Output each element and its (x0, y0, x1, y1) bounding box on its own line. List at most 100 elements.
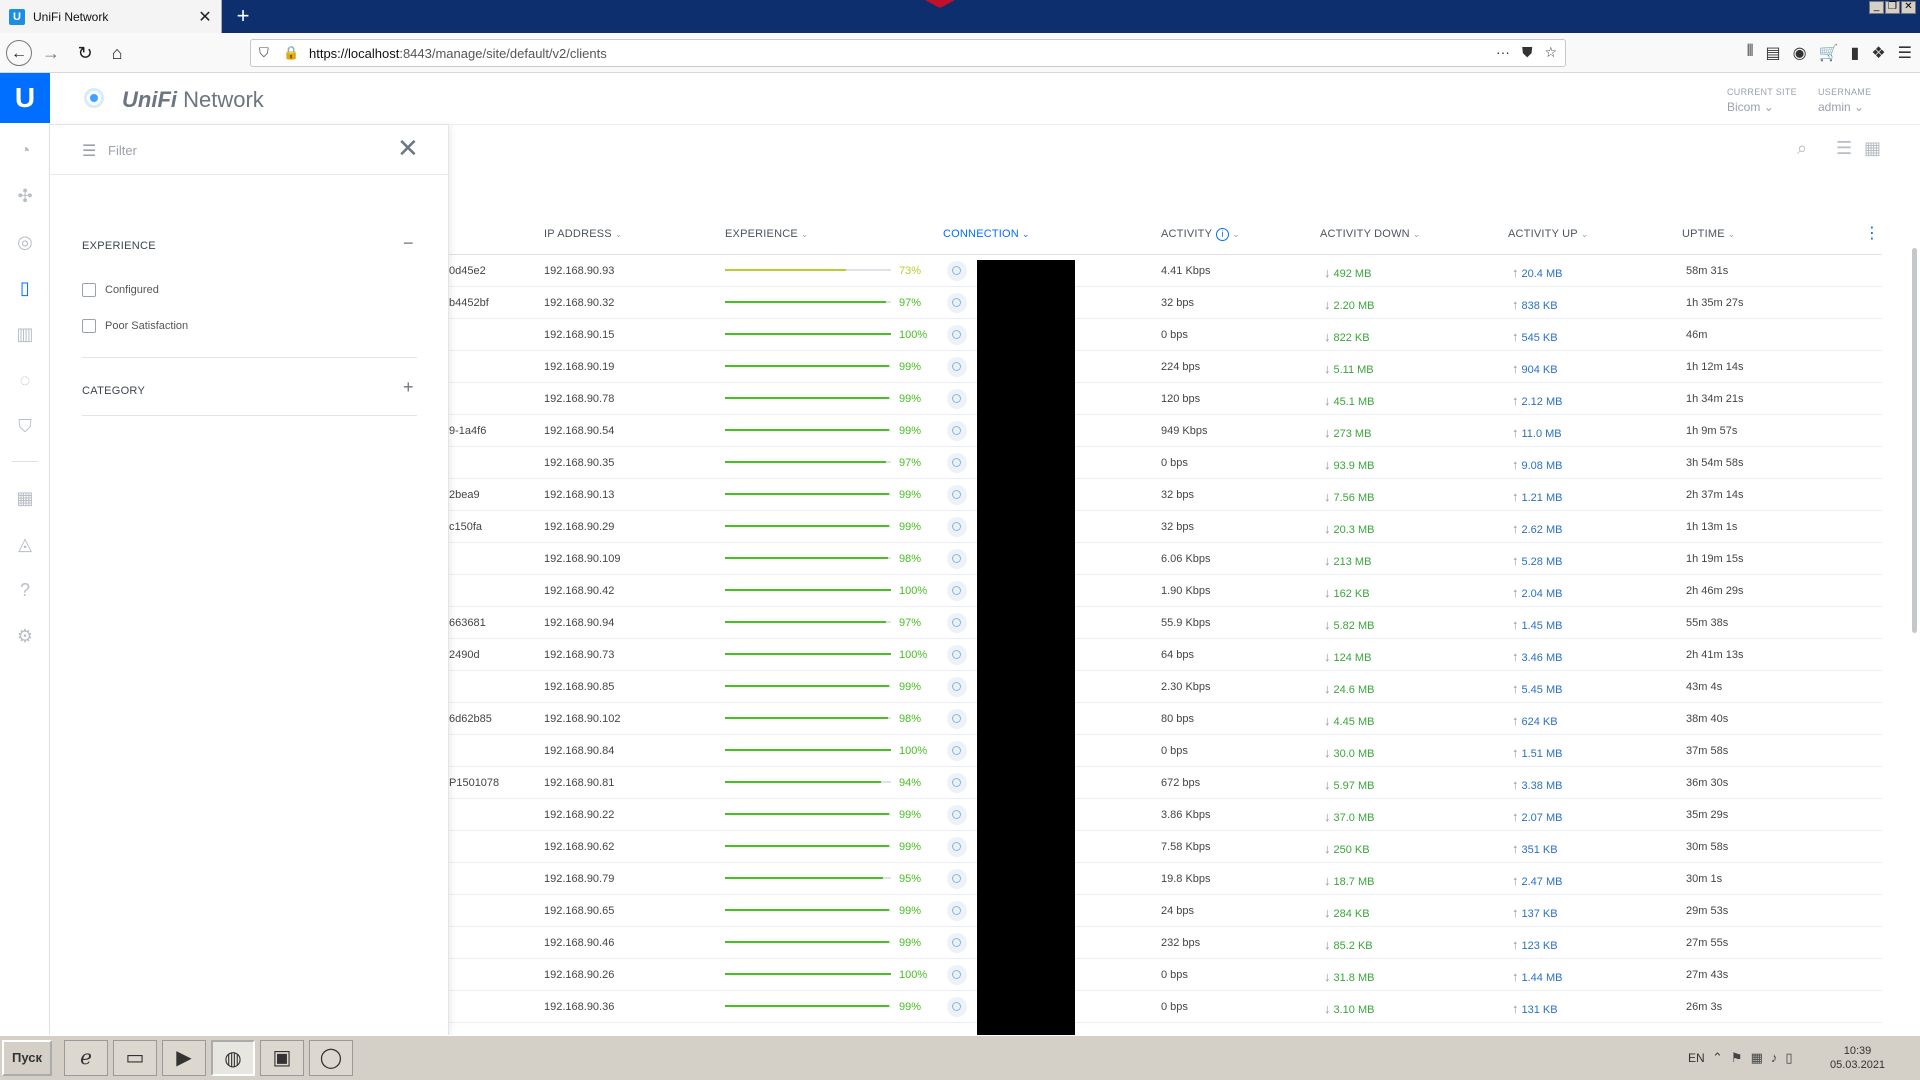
close-icon[interactable]: ✕ (397, 133, 419, 163)
checkbox-icon[interactable] (82, 283, 96, 297)
table-row[interactable]: 0d45e2 192.168.90.93 73% 4.41 Kbps ↓ 492 MB ↑ 2… (449, 255, 1882, 287)
battery-icon[interactable]: ▯ (1785, 1050, 1793, 1065)
ubiquiti-logo[interactable]: U (0, 73, 50, 123)
table-row[interactable]: c150fa 192.168.90.29 99% 32 bps ↓ 20.3 MB ↑ 2.6… (449, 511, 1882, 543)
table-row[interactable]: 192.168.90.22 99% 3.86 Kbps ↓ 37.0 MB ↑ 2.07 M… (449, 799, 1882, 831)
table-row[interactable]: 192.168.90.46 99% 232 bps ↓ 85.2 KB ↑ 123 KB 27… (449, 927, 1882, 959)
table-row[interactable]: 2490d 192.168.90.73 100% 64 bps ↓ 124 MB ↑ 3.46… (449, 639, 1882, 671)
file-explorer-icon[interactable]: ▭ (113, 1040, 157, 1076)
reload-button[interactable]: ↻ (77, 43, 93, 63)
bookmark-star-icon[interactable]: ☆ (1544, 44, 1557, 60)
page-actions-icon[interactable]: ··· (1495, 44, 1510, 60)
pocket-icon[interactable]: ⛊ (1521, 44, 1533, 60)
table-row[interactable]: 663681 192.168.90.94 97% 55.9 Kbps ↓ 5.82 MB ↑… (449, 607, 1882, 639)
devices-icon[interactable]: ◎ (17, 232, 33, 252)
clients-icon[interactable]: ▯ (20, 278, 30, 298)
volume-icon[interactable]: ♪ (1770, 1050, 1778, 1065)
minimize-window-button[interactable]: _ (1869, 1, 1884, 14)
table-row[interactable]: b4452bf 192.168.90.32 97% 32 bps ↓ 2.20 MB ↑ 83… (449, 287, 1882, 319)
remote-desktop-icon[interactable]: ▣ (260, 1040, 304, 1076)
shield-icon[interactable]: ⛉ (259, 45, 269, 60)
lock-icon[interactable]: 🔒 (283, 45, 300, 60)
firefox-icon[interactable]: ◍ (211, 1040, 255, 1076)
account-icon[interactable]: ◉ (1792, 45, 1807, 62)
statistics-icon[interactable]: ▥ (16, 324, 34, 344)
settings-gear-icon[interactable]: ⚙ (16, 626, 34, 646)
col-experience[interactable]: EXPERIENCE ⌄ (725, 228, 809, 240)
grid-view-icon[interactable]: ▦ (1864, 138, 1882, 158)
collapse-experience-icon[interactable]: − (403, 233, 414, 253)
cart-icon[interactable]: 🛒 (1818, 45, 1839, 62)
table-scrollbar[interactable] (1912, 248, 1917, 633)
start-button[interactable]: Пуск (2, 1040, 52, 1076)
sidebar-icon[interactable]: ▤ (1765, 45, 1781, 62)
current-site-selector[interactable]: CURRENT SITE Bicom ⌄ (1727, 87, 1797, 114)
forward-button[interactable]: → (42, 43, 60, 63)
table-row[interactable]: 192.168.90.35 97% 0 bps ↓ 93.9 MB ↑ 9.08 MB 3h … (449, 447, 1882, 479)
table-row[interactable]: 192.168.90.36 99% 0 bps ↓ 3.10 MB ↑ 131 KB 26m … (449, 991, 1882, 1023)
dashboard-icon[interactable]: ◔ (19, 140, 31, 160)
insights-icon[interactable]: ◌ (19, 370, 31, 390)
table-row[interactable]: 192.168.90.78 99% 120 bps ↓ 45.1 MB ↑ 2.12 MB 1… (449, 383, 1882, 415)
client-name[interactable]: P1501078 (449, 777, 500, 789)
client-name[interactable]: 663681 (449, 617, 486, 629)
browser-tab[interactable]: U UniFi Network ✕ (0, 0, 222, 33)
action-center-icon[interactable]: ⚑ (1730, 1050, 1743, 1065)
library-icon[interactable]: ⫴ (1746, 43, 1754, 60)
username-menu[interactable]: USERNAME admin ⌄ (1818, 87, 1871, 114)
new-tab-button[interactable]: + (236, 3, 250, 28)
close-window-button[interactable]: ✕ (1901, 1, 1916, 14)
client-name[interactable]: b4452bf (449, 297, 489, 309)
client-name[interactable]: 9-1a4f6 (449, 425, 487, 437)
table-row[interactable]: P1501078 192.168.90.81 94% 672 bps ↓ 5.97 MB ↑… (449, 767, 1882, 799)
table-row[interactable]: 192.168.90.42 100% 1.90 Kbps ↓ 162 KB ↑ 2.04 M… (449, 575, 1882, 607)
language-indicator[interactable]: EN (1688, 1051, 1705, 1065)
table-row[interactable]: 192.168.90.109 98% 6.06 Kbps ↓ 213 MB ↑ 5.28 M… (449, 543, 1882, 575)
search-icon[interactable]: ⌕ (1797, 138, 1808, 158)
info-icon[interactable]: i (1216, 228, 1230, 241)
address-bar[interactable]: ⛉ 🔒 https://localhost:8443/manage/site/d… (250, 39, 1566, 67)
experience-section-title[interactable]: EXPERIENCE (82, 240, 156, 252)
client-name[interactable]: 2bea9 (449, 489, 480, 501)
alerts-icon[interactable]: ◬ (18, 534, 32, 554)
table-row[interactable]: 9-1a4f6 192.168.90.54 99% 949 Kbps ↓ 273 MB ↑ 1… (449, 415, 1882, 447)
expand-category-icon[interactable]: + (403, 377, 414, 397)
home-button[interactable]: ⌂ (111, 43, 123, 63)
filter-input[interactable]: Filter (108, 143, 137, 158)
table-row[interactable]: 6d62b85 192.168.90.102 98% 80 bps ↓ 4.45 MB ↑ 6… (449, 703, 1882, 735)
menu-icon[interactable]: ☰ (1897, 45, 1912, 62)
category-section-title[interactable]: CATEGORY (82, 385, 146, 397)
tab-close-icon[interactable]: ✕ (198, 8, 212, 26)
col-activity-up[interactable]: ACTIVITY UP ⌄ (1508, 228, 1589, 240)
client-name[interactable]: 6d62b85 (449, 713, 492, 725)
clock[interactable]: 10:39 05.03.2021 (1830, 1044, 1885, 1072)
table-row[interactable]: 192.168.90.26 100% 0 bps ↓ 31.8 MB ↑ 1.44 MB 27… (449, 959, 1882, 991)
back-button[interactable]: ← (6, 40, 32, 66)
table-row[interactable]: 192.168.90.15 100% 0 bps ↓ 822 KB ↑ 545 KB 46m (449, 319, 1882, 351)
table-row[interactable]: 192.168.90.84 100% 0 bps ↓ 30.0 MB ↑ 1.51 MB 37… (449, 735, 1882, 767)
help-icon[interactable]: ? (19, 580, 30, 600)
network-icon[interactable]: ▦ (1750, 1050, 1763, 1065)
events-icon[interactable]: ▦ (16, 488, 34, 508)
url-text[interactable]: https://localhost:8443/manage/site/defau… (309, 46, 607, 61)
table-row[interactable]: 192.168.90.65 99% 24 bps ↓ 284 KB ↑ 137 KB 29m … (449, 895, 1882, 927)
col-connection[interactable]: CONNECTION ⌄ (943, 228, 1030, 240)
checkbox-icon[interactable] (82, 319, 96, 333)
col-activity-down[interactable]: ACTIVITY DOWN ⌄ (1320, 228, 1421, 240)
extensions-icon[interactable]: ❖ (1871, 45, 1886, 62)
col-activity[interactable]: ACTIVITY i ⌄ (1161, 228, 1240, 241)
client-name[interactable]: 0d45e2 (449, 265, 486, 277)
table-row[interactable]: 192.168.90.85 99% 2.30 Kbps ↓ 24.6 MB ↑ 5.45 M… (449, 671, 1882, 703)
threat-management-icon[interactable]: ⛉ (18, 416, 32, 436)
flag-icon[interactable]: ▮ (1850, 45, 1860, 62)
tray-expand-icon[interactable]: ⌃ (1712, 1050, 1723, 1065)
filter-option-poor-satisfaction[interactable]: Poor Satisfaction (82, 319, 188, 333)
unifi-app-icon[interactable]: ◯ (309, 1040, 353, 1076)
restore-window-button[interactable]: ❐ (1885, 1, 1900, 14)
table-row[interactable]: 192.168.90.19 99% 224 bps ↓ 5.11 MB ↑ 904 KB 1h… (449, 351, 1882, 383)
internet-explorer-icon[interactable]: ℯ (64, 1040, 108, 1076)
media-player-icon[interactable]: ▶ (162, 1040, 206, 1076)
filter-option-configured[interactable]: Configured (82, 283, 159, 297)
table-row[interactable]: 192.168.90.79 95% 19.8 Kbps ↓ 18.7 MB ↑ 2.47 M… (449, 863, 1882, 895)
col-ip-address[interactable]: IP ADDRESS ⌄ (544, 228, 623, 240)
